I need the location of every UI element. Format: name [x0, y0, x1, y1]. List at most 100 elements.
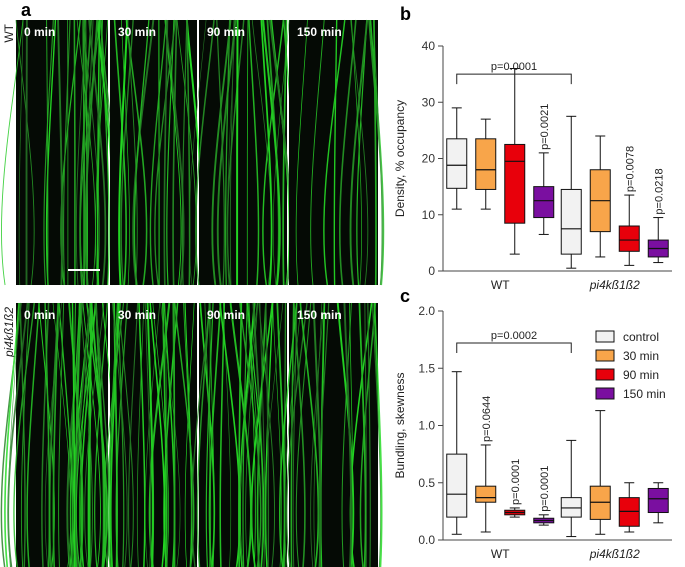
x-tick-label: pi4kß1ß2	[589, 547, 640, 561]
filament	[62, 19, 71, 286]
filament	[338, 19, 357, 286]
filament	[26, 302, 40, 567]
x-tick-label: pi4kß1ß2	[589, 278, 640, 292]
filament	[252, 302, 264, 567]
filament	[113, 302, 118, 567]
filament	[208, 302, 222, 567]
filament	[80, 302, 93, 567]
filament	[265, 302, 270, 567]
filament	[216, 19, 225, 286]
filament	[41, 302, 50, 567]
comparison-label: p=0.0002	[491, 330, 537, 342]
filament	[94, 302, 108, 567]
filament	[313, 302, 323, 567]
filament	[79, 19, 101, 286]
filament	[318, 302, 330, 567]
filament	[284, 302, 302, 567]
filament	[279, 302, 298, 567]
filament	[343, 302, 353, 567]
filament	[248, 302, 256, 567]
filament	[349, 19, 369, 286]
filament	[19, 302, 26, 567]
filament	[84, 19, 99, 286]
legend-label: 150 min	[623, 387, 666, 401]
box	[618, 225, 640, 252]
p-value: p=0.0001	[510, 459, 522, 505]
filament	[152, 302, 170, 567]
filament	[295, 19, 308, 286]
filaments	[113, 19, 204, 286]
filament	[79, 302, 92, 567]
legend-label: 90 min	[623, 368, 659, 382]
panel-letter: b	[400, 4, 411, 24]
filament	[250, 302, 274, 567]
filament	[216, 19, 237, 286]
box	[446, 138, 468, 189]
filament	[121, 19, 130, 286]
filament	[118, 19, 129, 286]
filament	[349, 302, 354, 567]
filament	[82, 19, 100, 286]
filament	[333, 19, 338, 286]
filament	[13, 302, 35, 567]
y-tick-label: 1.0	[418, 419, 435, 433]
box	[560, 188, 582, 255]
filament	[133, 19, 150, 286]
filament	[237, 302, 243, 567]
filament	[127, 19, 138, 286]
filament	[149, 19, 167, 286]
filament	[84, 302, 105, 567]
filament	[229, 302, 252, 567]
filament	[181, 19, 188, 286]
filament	[260, 19, 273, 286]
y-tick-label: 1.5	[418, 361, 435, 375]
filament	[80, 302, 97, 567]
y-tick-label: 0.5	[418, 476, 435, 490]
filament	[73, 19, 76, 286]
filament	[248, 19, 260, 286]
filament	[100, 19, 110, 286]
filament	[58, 302, 65, 567]
y-axis-label: Bundling, skewness	[393, 372, 407, 478]
filament	[95, 19, 109, 286]
filament	[71, 302, 76, 567]
comparison-bracket	[456, 342, 572, 354]
time-label: 30 min	[118, 25, 156, 39]
filament	[45, 19, 57, 286]
y-tick-label: 0.0	[418, 533, 435, 547]
filaments	[279, 302, 383, 567]
time-label: 150 min	[297, 308, 342, 322]
filament	[144, 302, 161, 567]
filament	[224, 19, 231, 286]
filament	[20, 302, 30, 567]
row-label: pi4kß1ß2	[2, 307, 16, 358]
filament	[259, 302, 266, 567]
filaments	[103, 302, 195, 567]
filament	[292, 302, 298, 567]
filament	[164, 19, 185, 286]
time-label: 0 min	[24, 25, 55, 39]
filament	[1, 19, 24, 286]
filament	[8, 302, 21, 567]
filament	[166, 19, 175, 286]
filament	[262, 19, 281, 286]
filament	[46, 19, 49, 286]
p-value: p=0.0644	[481, 396, 493, 442]
filament	[173, 302, 176, 567]
p-value: p=0.0001	[539, 466, 551, 512]
filament	[211, 19, 232, 286]
filament	[310, 19, 325, 286]
filament	[97, 19, 103, 286]
filament	[103, 302, 125, 567]
filament	[111, 302, 128, 567]
filament	[174, 302, 195, 567]
y-tick-label: 20	[422, 152, 436, 166]
filament	[138, 302, 146, 567]
time-label: 90 min	[207, 308, 245, 322]
filament	[58, 302, 74, 567]
filaments	[0, 302, 119, 567]
p-value: p=0.0021	[539, 104, 551, 150]
filament	[373, 19, 377, 286]
filament	[256, 302, 267, 567]
filament	[82, 302, 101, 567]
